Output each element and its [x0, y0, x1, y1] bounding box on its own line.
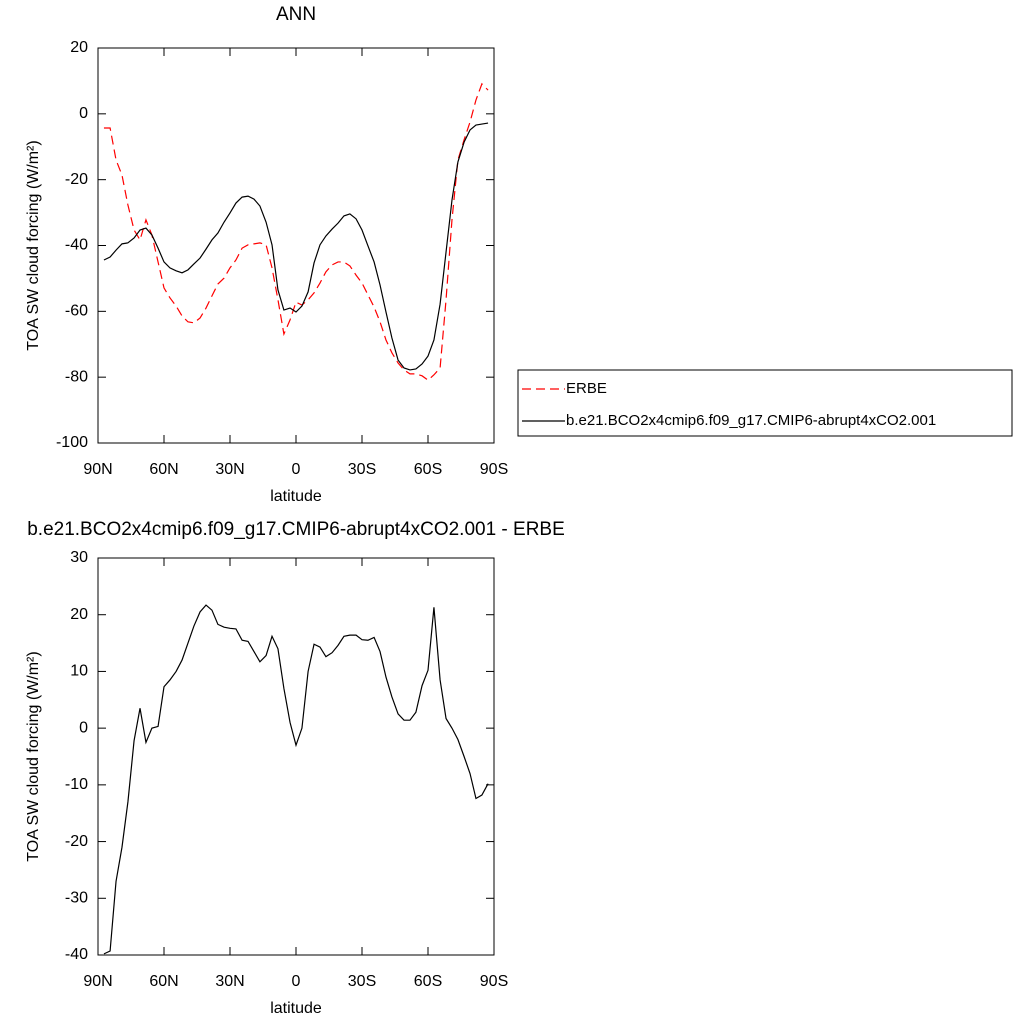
x-tick-label: 30N [215, 973, 244, 990]
y-tick-label: 10 [70, 663, 88, 680]
y-tick-label: -60 [65, 303, 88, 320]
legend-label: ERBE [566, 380, 607, 397]
x-tick-label: 30S [348, 973, 376, 990]
y-tick-label: -30 [65, 890, 88, 907]
y-tick-label: -40 [65, 946, 88, 963]
y-axis-label: TOA SW cloud forcing (W/m²) [25, 651, 42, 861]
y-tick-label: -100 [56, 434, 88, 451]
legend-label: b.e21.BCO2x4cmip6.f09_g17.CMIP6-abrupt4x… [566, 412, 936, 429]
y-tick-label: -20 [65, 833, 88, 850]
chart-title: ANN [276, 4, 316, 25]
x-tick-label: 0 [292, 973, 301, 990]
legend-box [517, 369, 1013, 437]
y-tick-label: 0 [79, 105, 88, 122]
data-line [103, 604, 489, 955]
x-tick-label: 0 [292, 461, 301, 478]
x-tick-label: 90N [83, 973, 112, 990]
chart-title: b.e21.BCO2x4cmip6.f09_g17.CMIP6-abrupt4x… [27, 519, 565, 540]
x-tick-label: 60N [149, 461, 178, 478]
data-line [103, 82, 489, 381]
y-tick-label: -20 [65, 171, 88, 188]
data-line [103, 122, 489, 371]
y-tick-label: -10 [65, 776, 88, 793]
x-tick-label: 90S [480, 461, 508, 478]
x-tick-label: 60S [414, 461, 442, 478]
x-tick-label: 90S [480, 973, 508, 990]
y-tick-label: 20 [70, 606, 88, 623]
y-tick-label: -80 [65, 368, 88, 385]
x-axis-label: latitude [270, 488, 322, 505]
x-tick-label: 30N [215, 461, 244, 478]
y-tick-label: 30 [70, 549, 88, 566]
x-axis-label: latitude [270, 1000, 322, 1017]
y-axis-label: TOA SW cloud forcing (W/m²) [25, 140, 42, 350]
x-tick-label: 90N [83, 461, 112, 478]
x-tick-label: 30S [348, 461, 376, 478]
x-tick-label: 60N [149, 973, 178, 990]
x-tick-label: 60S [414, 973, 442, 990]
y-tick-label: -40 [65, 237, 88, 254]
y-tick-label: 0 [79, 719, 88, 736]
y-tick-label: 20 [70, 39, 88, 56]
